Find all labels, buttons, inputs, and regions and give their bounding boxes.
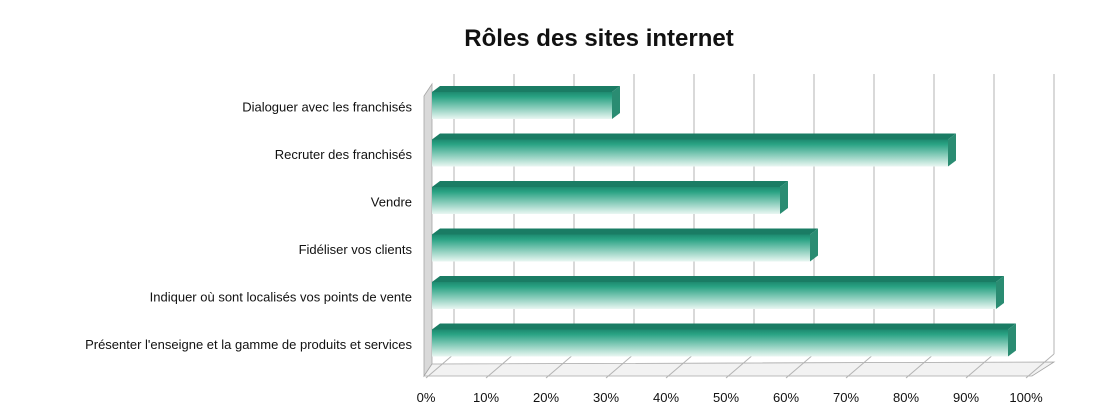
category-labels: Dialoguer avec les franchisés Recruter de…	[85, 100, 412, 353]
x-tick-label: 100%	[1009, 390, 1043, 405]
bar-front-face	[432, 187, 780, 214]
floor-gridline	[905, 353, 935, 379]
bar-front-face	[432, 92, 612, 119]
category-label: Vendre	[371, 195, 412, 210]
bar-top-face	[432, 133, 956, 140]
bar	[432, 276, 1004, 309]
bar-top-face	[432, 86, 620, 92]
x-tick-label: 90%	[953, 390, 979, 405]
floor-gridline	[425, 353, 455, 379]
bar	[432, 181, 788, 214]
x-tick-label: 20%	[533, 390, 559, 405]
x-tick-label: 40%	[653, 390, 679, 405]
bar	[432, 133, 956, 167]
x-tick-label: 70%	[833, 390, 859, 405]
bar	[432, 323, 1016, 357]
floor-gridline	[545, 353, 575, 379]
floor-gridline	[605, 353, 635, 379]
bar-end-face	[1008, 323, 1016, 357]
category-label: Présenter l'enseigne et la gamme de prod…	[85, 337, 412, 352]
bar	[432, 86, 620, 119]
bar-end-face	[996, 276, 1004, 309]
floor-gridline	[725, 353, 755, 379]
bar-top-face	[432, 181, 788, 187]
floor-gridline	[785, 353, 815, 379]
side-wall	[423, 82, 433, 378]
x-tick-label: 10%	[473, 390, 499, 405]
category-label: Recruter des franchisés	[275, 147, 413, 162]
bar-end-face	[810, 228, 818, 262]
bar	[432, 228, 818, 262]
bar-front-face	[432, 329, 1008, 357]
floor-gridline	[485, 353, 515, 379]
floor-gridline	[665, 353, 695, 379]
bar-top-face	[432, 323, 1016, 330]
category-label: Dialoguer avec les franchisés	[242, 100, 412, 115]
category-label: Fidéliser vos clients	[299, 242, 413, 257]
bar-end-face	[948, 133, 956, 167]
bars	[432, 86, 1016, 357]
bar-top-face	[432, 228, 818, 235]
floor-gridline	[965, 353, 995, 379]
x-tick-label: 50%	[713, 390, 739, 405]
floor	[423, 361, 1056, 377]
chart-title: Rôles des sites internet	[464, 25, 733, 52]
floor-gridline	[845, 353, 875, 379]
x-tick-labels: 0% 10% 20% 30% 40% 50% 60% 70% 80% 90% 100%	[417, 390, 1043, 405]
bar-end-face	[780, 181, 788, 214]
floor-gridline	[1025, 353, 1055, 379]
x-tick-label: 80%	[893, 390, 919, 405]
bar-top-face	[432, 276, 1004, 282]
x-tick-label: 30%	[593, 390, 619, 405]
x-tick-label: 0%	[417, 390, 436, 405]
bar-end-face	[612, 86, 620, 119]
bar-front-face	[432, 234, 810, 262]
category-label: Indiquer où sont localisés vos points de…	[150, 290, 412, 305]
x-tick-label: 60%	[773, 390, 799, 405]
bar-front-face	[432, 139, 948, 167]
bar-front-face	[432, 282, 996, 309]
